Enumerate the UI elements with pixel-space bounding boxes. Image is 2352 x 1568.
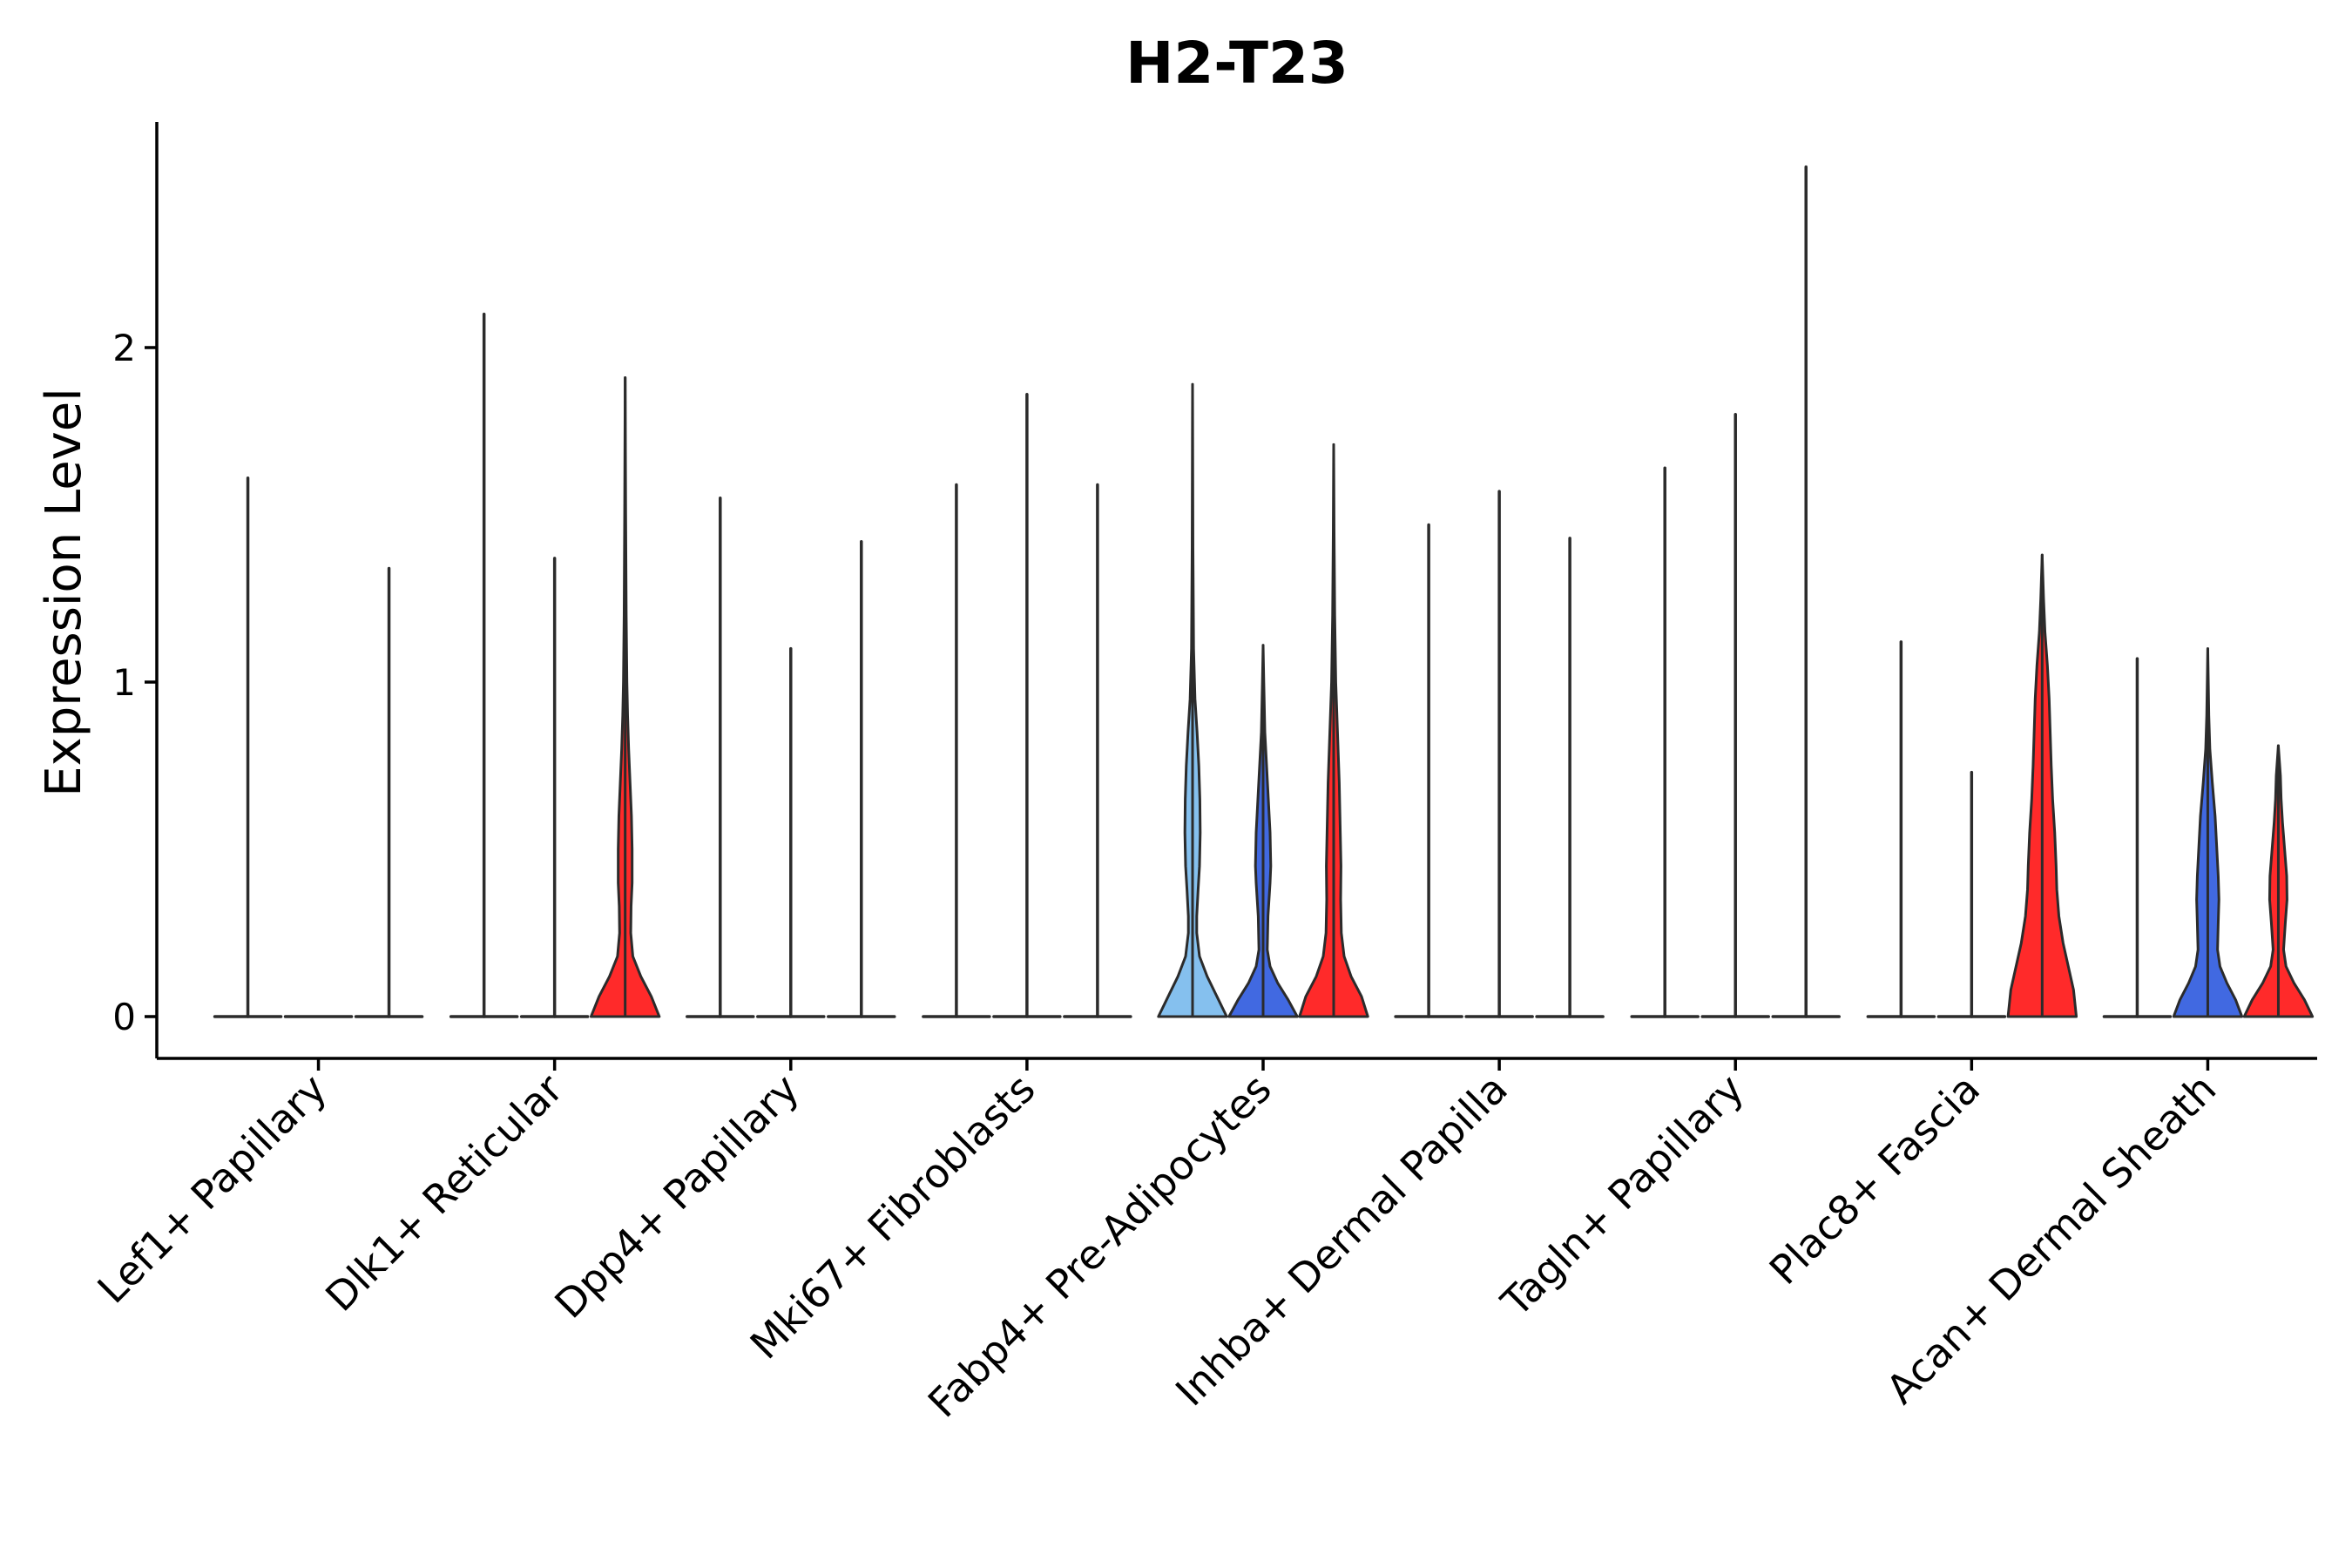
violin-group-4 <box>922 393 1132 1018</box>
violin-group-6 <box>1394 490 1605 1018</box>
y-tick-label: 0 <box>112 996 136 1038</box>
violin-group-9 <box>2102 647 2315 1018</box>
x-tick-label: Plac8+ Fascia <box>1761 1065 1989 1294</box>
violin-group-7 <box>1630 165 1841 1018</box>
x-tick-label: Lef1+ Papillary <box>88 1065 335 1313</box>
plot-area <box>213 165 2315 1018</box>
violin-group-2 <box>449 312 661 1018</box>
violin-group-1 <box>213 476 424 1018</box>
y-tick-label: 2 <box>112 327 136 369</box>
violin-group-8 <box>1866 553 2078 1018</box>
y-axis-label: Expression Level <box>36 388 92 797</box>
chart-title: H2-T23 <box>1125 30 1348 97</box>
x-tick-label: Dlk1+ Reticular <box>316 1065 571 1321</box>
x-tick-label: Dpp4+ Papillary <box>545 1065 808 1328</box>
x-tick-label: Tagln+ Papillary <box>1491 1065 1753 1327</box>
violin-group-5 <box>1157 382 1369 1018</box>
violin-group-3 <box>686 497 896 1018</box>
y-tick-label: 1 <box>112 661 136 704</box>
